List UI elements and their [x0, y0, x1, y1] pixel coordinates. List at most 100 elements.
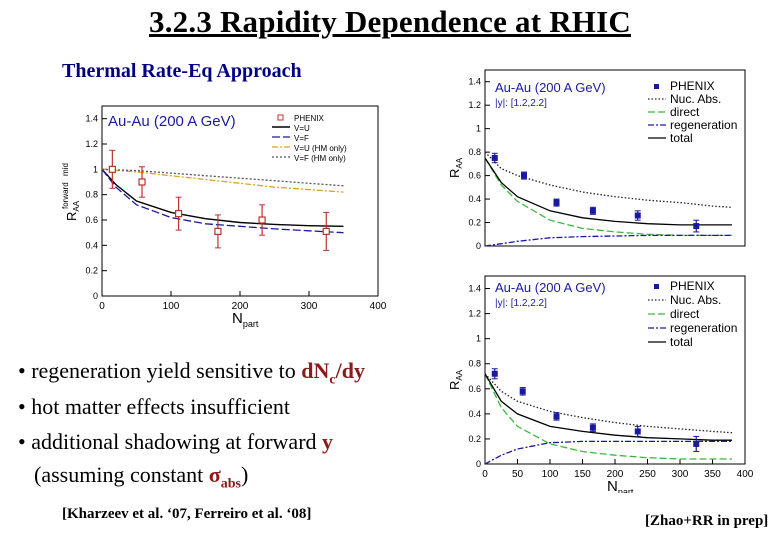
legend-label: V=F — [294, 134, 309, 143]
x-tick-label: 300 — [672, 469, 689, 480]
legend-label: regeneration — [670, 321, 737, 335]
y-tick-label: 1.4 — [468, 284, 481, 294]
plot-sublabel: |y|: [1.2,2.2] — [495, 298, 547, 309]
data-point — [108, 165, 116, 173]
legend-label: total — [670, 131, 693, 145]
bullet-close-paren: ) — [240, 462, 249, 487]
y-tick-label: 0.4 — [468, 194, 481, 204]
bullet-text: hot matter effects insufficient — [25, 394, 291, 419]
legend-label: Nuc. Abs. — [670, 293, 721, 307]
legend-marker — [654, 84, 659, 89]
bullet-marker: • — [18, 394, 26, 419]
y-tick-label: 1 — [476, 334, 481, 344]
left-plot-area: 00.20.40.60.811.21.40 100 200 300 400RAAforw… — [61, 105, 387, 329]
y-tick-label: 0 — [476, 241, 481, 251]
x-tick-label: 150 — [574, 469, 591, 480]
reference-right: [Zhao+RR in prep] — [645, 513, 769, 529]
highlight-d: d — [301, 358, 314, 383]
bullet-shadowing: • additional shadowing at forward y — [18, 429, 333, 455]
bullet-regeneration: • regeneration yield sensitive to dNc/dy — [18, 358, 365, 393]
series-line-regeneration — [484, 440, 732, 465]
data-point — [174, 210, 183, 218]
plot-label: Au-Au (200 A GeV) — [108, 113, 236, 130]
legend-label: PHENIX — [294, 114, 324, 123]
highlight-sub-c: c — [329, 372, 336, 388]
legend-label: PHENIX — [670, 79, 715, 93]
y-tick-label: 1 — [476, 124, 481, 134]
x-tick-label: 350 — [704, 469, 721, 480]
legend-label: direct — [670, 105, 700, 119]
highlight-n: N — [313, 358, 330, 383]
highlight-dy: /dy — [335, 358, 365, 383]
y-tick-label: 1.2 — [468, 100, 481, 110]
y-tick-label: 0.2 — [85, 266, 98, 276]
x-tick-label: 400 — [370, 301, 387, 312]
data-point — [634, 212, 641, 219]
right-bottom-plot-background — [443, 268, 773, 493]
legend-label: total — [670, 335, 693, 349]
x-tick-label: 0 — [99, 301, 105, 312]
right-bottom-plot: 0 0.2 0.4 0.6 0.8 1 1.2 1.4 0 50 100 150 200 250 300 35… — [443, 268, 773, 493]
y-axis-label-sup2: mid — [61, 163, 70, 176]
x-tick-label: 0 — [482, 469, 488, 480]
y-tick-label: 1.2 — [85, 139, 98, 149]
y-tick-label: 1 — [93, 164, 98, 174]
left-plot: 00.20.40.60.811.21.40 100 200 300 400RAAforw… — [50, 92, 395, 330]
y-tick-label: 1.4 — [468, 77, 481, 87]
data-point — [693, 223, 700, 230]
bullet-text: additional shadowing at forward — [25, 429, 323, 454]
series-line-nuc-abs- — [484, 151, 733, 208]
reference-left: [Kharzeev et al. ‘07, Ferreiro et al. ‘0… — [62, 506, 312, 522]
y-axis-label-sub: AA — [72, 200, 81, 211]
x-tick-label: 200 — [232, 301, 249, 312]
data-point — [258, 216, 266, 224]
bullet-text: regeneration yield sensitive to — [25, 358, 302, 383]
y-tick-label: 0.6 — [468, 171, 481, 181]
data-point — [138, 178, 146, 186]
legend-label: direct — [670, 307, 700, 321]
plot-label: Au-Au (200 A GeV) — [495, 280, 606, 295]
bullet-marker: • — [18, 358, 26, 383]
y-tick-label: 0.8 — [468, 147, 481, 157]
x-axis-label-sub: part — [618, 487, 634, 493]
y-axis-label-sub: AA — [455, 369, 464, 380]
left-plot-background — [50, 92, 395, 330]
plot-sublabel: |y|: [1.2,2.2] — [495, 98, 547, 109]
y-tick-label: 0.2 — [468, 434, 481, 444]
y-tick-label: 0 — [476, 459, 481, 469]
y-tick-label: 0.4 — [468, 409, 481, 419]
y-tick-label: 0.4 — [85, 240, 98, 250]
x-axis-label-sub: part — [243, 319, 259, 329]
highlight-y: y — [322, 429, 334, 454]
bullet-hot-matter: • hot matter effects insufficient — [18, 394, 290, 420]
data-point — [589, 424, 596, 431]
legend-marker — [654, 284, 659, 289]
data-point — [634, 428, 641, 435]
y-tick-label: 0.8 — [85, 190, 98, 200]
y-tick-label: 1.2 — [468, 309, 481, 319]
sigma-sub-abs: abs — [220, 476, 241, 492]
legend-label: V=F (HM only) — [294, 154, 346, 163]
y-axis-label-sub: AA — [455, 157, 464, 168]
y-tick-label: 0.8 — [468, 359, 481, 369]
series-line-v-u — [101, 168, 344, 227]
legend-label: Nuc. Abs. — [670, 92, 721, 106]
data-point — [693, 440, 700, 447]
data-point — [521, 172, 527, 179]
x-tick-label: 300 — [301, 301, 318, 312]
data-point — [491, 155, 498, 161]
data-point — [553, 413, 560, 420]
data-point — [491, 370, 498, 377]
bullet-marker: • — [18, 429, 26, 454]
data-point — [214, 227, 222, 235]
right-top-plot-background — [443, 58, 773, 268]
x-tick-label: 250 — [639, 469, 656, 480]
data-point — [519, 388, 526, 395]
left-plot-subtitle: Thermal Rate-Eq Approach — [62, 60, 302, 82]
bullet-text: (assuming constant — [34, 462, 209, 487]
x-tick-label: 200 — [607, 469, 624, 480]
data-point — [322, 227, 330, 235]
legend-marker — [277, 114, 284, 121]
